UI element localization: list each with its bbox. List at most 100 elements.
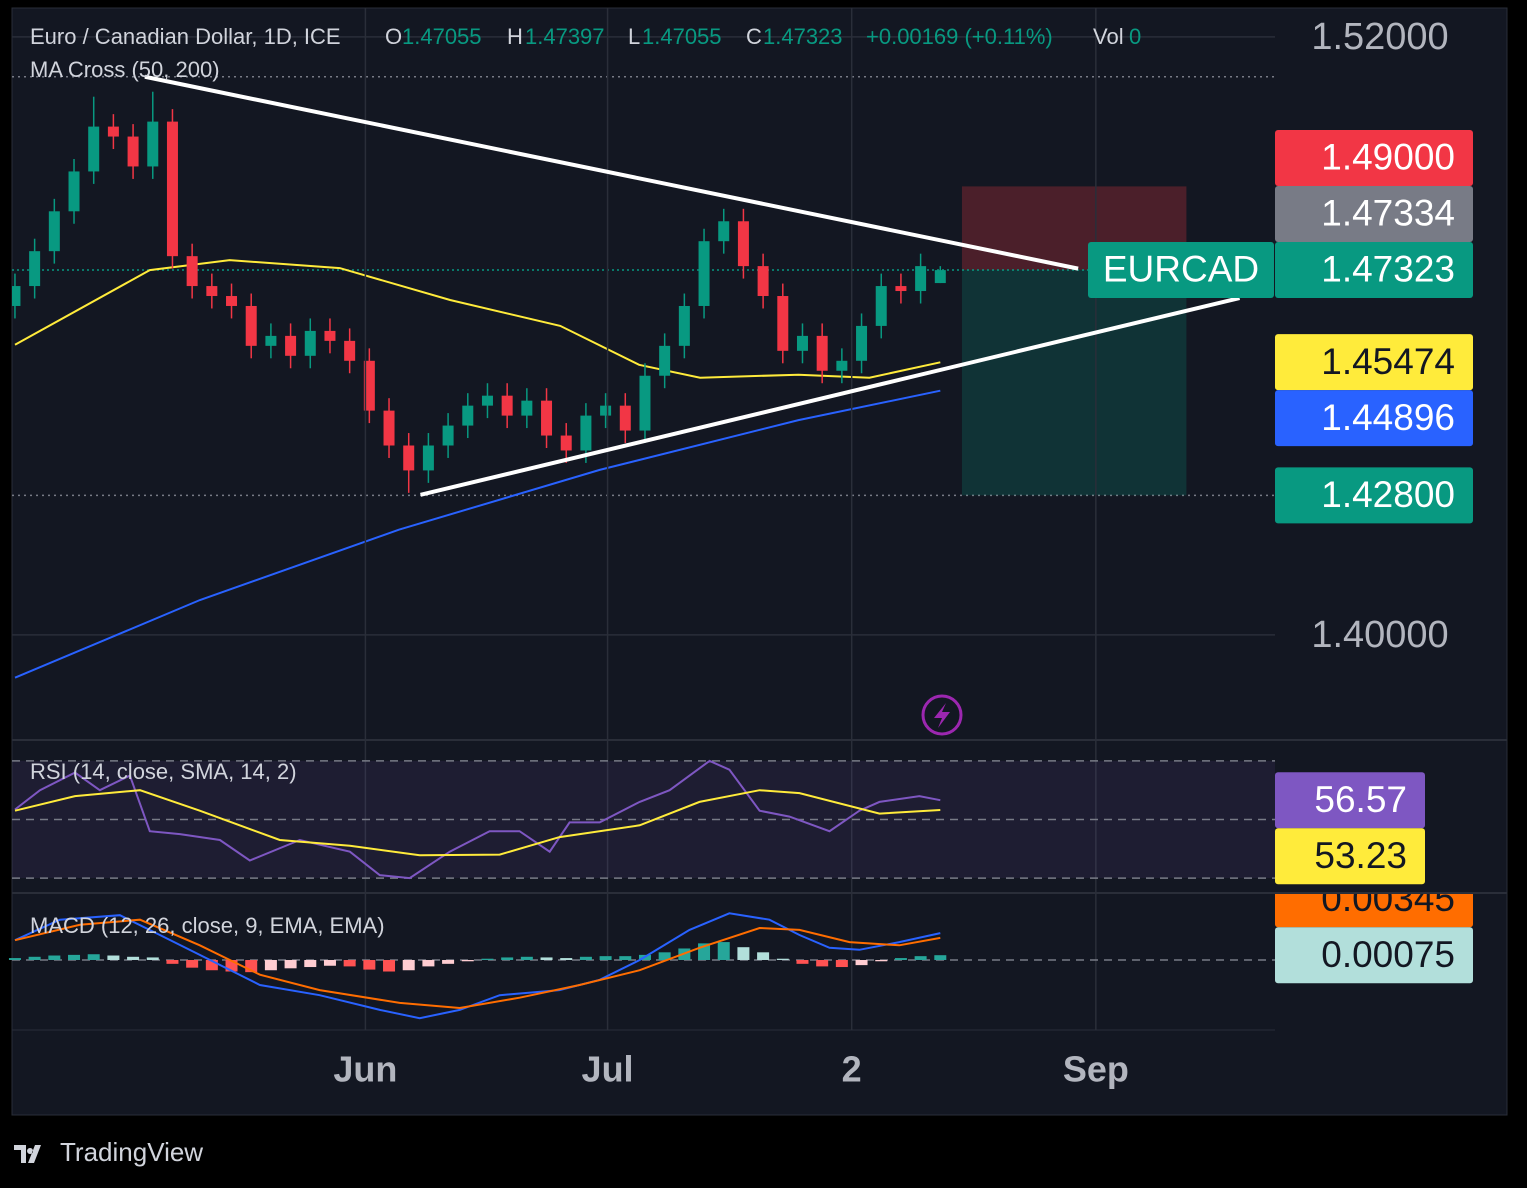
candle-body [541, 400, 553, 436]
candle-body [226, 296, 238, 306]
candle-body [127, 136, 139, 167]
candle-body [147, 121, 159, 167]
price-badge [1275, 927, 1473, 984]
candle-body [875, 286, 887, 326]
histogram-bar [835, 959, 848, 968]
candle-body [403, 445, 415, 471]
histogram-bar [323, 959, 336, 966]
histogram-bar [48, 955, 61, 960]
price-badge [1275, 241, 1473, 298]
candle-body [737, 221, 749, 267]
candle-body [68, 171, 80, 212]
symbol-title: Euro / Canadian Dollar, 1D, ICE [30, 24, 341, 49]
alert-circle[interactable] [921, 694, 963, 736]
price-badge-label: 53.23 [1314, 835, 1407, 876]
x-tick-label: Jun [333, 1049, 397, 1090]
histogram-bar [383, 959, 396, 972]
histogram-bar [205, 959, 218, 971]
candle-body [481, 395, 493, 406]
vol-value: 0 [1129, 24, 1141, 49]
ohlc-label: L [628, 24, 640, 49]
candle-body [934, 270, 946, 284]
price-badge [1275, 772, 1425, 829]
histogram-bar [599, 956, 612, 960]
candle-body [48, 211, 60, 252]
candle-body [678, 305, 690, 346]
histogram-bar [894, 958, 907, 960]
histogram-bar [402, 959, 415, 971]
price-badge-label: 1.47334 [1321, 193, 1455, 234]
pane: 0.00345 0.00075 [8, 878, 1473, 1020]
candle-body [718, 221, 730, 242]
candle-body [501, 395, 513, 416]
histogram-bar [540, 957, 553, 960]
histogram-bar [934, 955, 947, 960]
brand[interactable]: TradingView [14, 1137, 203, 1167]
candle-body [166, 121, 178, 257]
price-badge [1275, 390, 1473, 447]
rsi-title: RSI (14, close, SMA, 14, 2) [30, 759, 297, 784]
alert-bolt[interactable] [934, 703, 950, 728]
candle-body [796, 335, 808, 351]
histogram-bar [914, 956, 927, 960]
histogram-bar [501, 957, 514, 960]
symbol-badge [1088, 241, 1274, 298]
histogram-bar [304, 959, 317, 968]
price-badge-label: 0.00345 [1321, 878, 1455, 919]
histogram-bar [796, 959, 809, 964]
candle-body [422, 445, 434, 471]
histogram-bar [520, 956, 533, 960]
histogram-bar [8, 958, 21, 960]
candle-body [639, 375, 651, 431]
brand-logo[interactable] [14, 1145, 41, 1163]
histogram-bar [146, 957, 159, 960]
brand-name[interactable]: TradingView [60, 1137, 203, 1167]
x-tick-label: 2 [842, 1049, 862, 1090]
change-value: +0.00169 (+0.11%) [866, 24, 1053, 49]
histogram-bar [225, 959, 238, 972]
candle-body [856, 325, 868, 361]
symbol-badge-label: EURCAD [1103, 249, 1259, 290]
histogram-bar [166, 959, 179, 964]
histogram-bar [816, 959, 829, 967]
histogram-bar [68, 954, 81, 960]
candle-body [816, 335, 828, 371]
price-badge [1275, 129, 1473, 186]
candle-body [698, 241, 710, 306]
candle-body [757, 266, 769, 297]
trend-line [144, 74, 1079, 271]
histogram-bar [560, 958, 573, 960]
ohlc-label: H [507, 24, 523, 49]
histogram-bar [481, 958, 494, 960]
candle-body [12, 286, 21, 306]
price-badge [1275, 334, 1473, 391]
ohlc-label: O [385, 24, 402, 49]
histogram-bar [717, 942, 730, 960]
candle-body [344, 340, 356, 361]
alert-icon[interactable] [921, 694, 963, 736]
histogram-bar [461, 959, 474, 962]
candle-body [462, 405, 474, 426]
histogram-bar [619, 956, 632, 960]
histogram-bar [363, 959, 376, 970]
trend-line [420, 296, 1241, 497]
y-tick-label: 1.52000 [1311, 16, 1448, 58]
candle-body [521, 400, 533, 416]
candle-body [245, 305, 257, 346]
histogram-bar [757, 952, 770, 960]
candle-body [619, 405, 631, 431]
pane: 56.57 53.23 [12, 759, 1425, 885]
price-badge [1275, 828, 1425, 885]
histogram-bar [422, 959, 435, 967]
chart-frame [11, 7, 1508, 1116]
candle-body [383, 410, 395, 446]
price-badge-label: 1.44896 [1321, 397, 1455, 438]
histogram-bar [442, 959, 455, 964]
candle-body [304, 330, 316, 356]
histogram-bar [737, 947, 750, 960]
candle-body [659, 345, 671, 376]
price-badge-label: 56.57 [1314, 779, 1407, 820]
histogram-bar [87, 954, 100, 960]
histogram-bar [186, 959, 199, 968]
